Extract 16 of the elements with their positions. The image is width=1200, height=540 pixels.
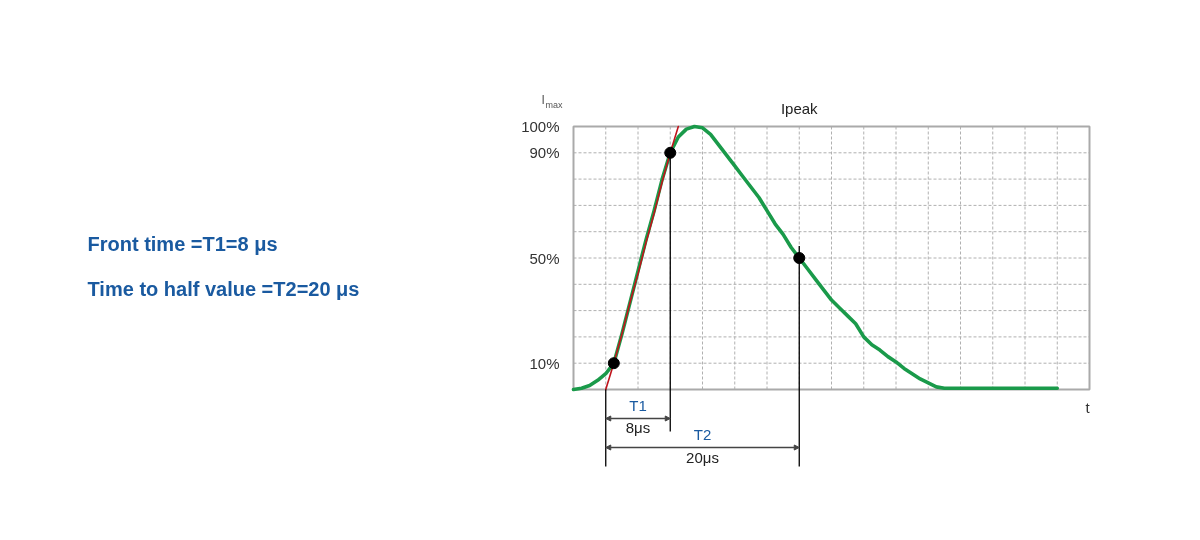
x-axis-title: t — [1085, 398, 1091, 416]
text: T2 — [693, 425, 712, 443]
text: Time to half value =T2=20 μs — [87, 277, 360, 300]
y-tick-label: 10% — [529, 354, 560, 372]
line-series — [604, 125, 680, 391]
point — [607, 357, 620, 370]
y-tick-label: 90% — [529, 144, 560, 162]
text: Front time =T1=8 μs — [87, 232, 278, 255]
y-tick-label: 100% — [521, 118, 560, 135]
text: 8μs — [625, 418, 651, 436]
y-tick-label: 50% — [529, 249, 560, 267]
text: 20μs — [686, 448, 719, 466]
point — [664, 146, 677, 159]
text: Ipeak — [780, 99, 819, 117]
point — [793, 252, 806, 264]
text: T1 — [629, 396, 647, 414]
